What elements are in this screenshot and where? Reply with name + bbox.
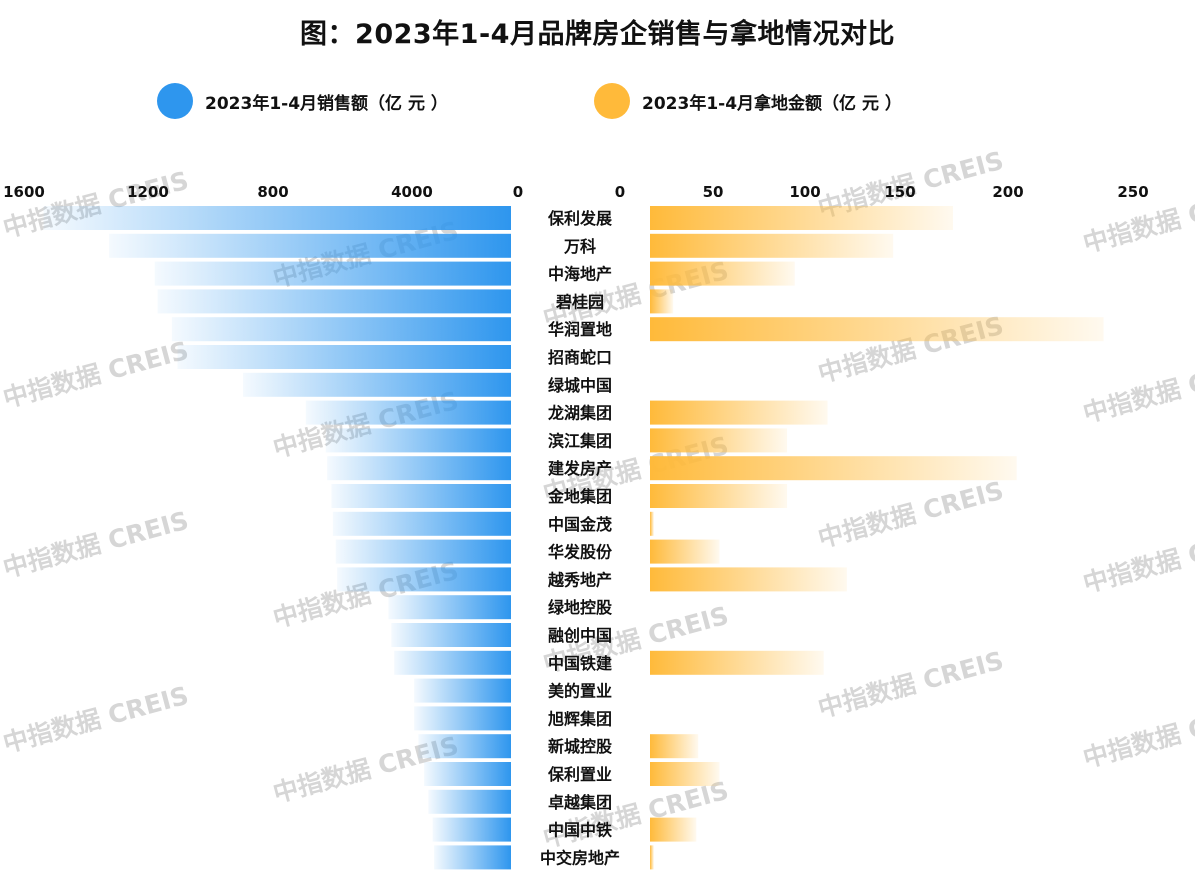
left-axis-tick-label: 4000 bbox=[391, 183, 433, 201]
category-label: 建发房产 bbox=[548, 459, 612, 478]
category-label: 中国铁建 bbox=[548, 654, 612, 673]
land-bar bbox=[650, 511, 654, 536]
sales-bar bbox=[305, 400, 511, 425]
sales-bar bbox=[109, 233, 512, 258]
sales-bar bbox=[391, 623, 511, 647]
sales-bar bbox=[177, 345, 512, 369]
category-label: 碧桂园 bbox=[555, 292, 604, 311]
land-bar bbox=[650, 650, 824, 675]
sales-bar bbox=[434, 845, 511, 870]
legend-label-land: 2023年1-4月拿地金额（亿 元 ） bbox=[642, 93, 902, 114]
sales-bar bbox=[332, 511, 511, 536]
sales-bar bbox=[418, 734, 511, 759]
category-label: 绿地控股 bbox=[548, 598, 613, 617]
land-bar bbox=[650, 845, 654, 870]
category-label: 融创中国 bbox=[548, 626, 612, 645]
category-label: 保利发展 bbox=[547, 209, 613, 228]
sales-bar bbox=[243, 372, 511, 397]
category-label: 金地集团 bbox=[547, 487, 612, 506]
category-label: 旭辉集团 bbox=[547, 709, 612, 728]
legend-swatch-land bbox=[594, 83, 630, 119]
land-bar bbox=[650, 428, 788, 453]
sales-bar bbox=[388, 595, 511, 620]
sales-bar bbox=[331, 484, 511, 508]
category-label: 招商蛇口 bbox=[548, 348, 612, 367]
sales-bar bbox=[43, 206, 511, 230]
category-label: 新城控股 bbox=[548, 737, 613, 756]
category-label: 中国中铁 bbox=[548, 821, 612, 840]
sales-bar bbox=[327, 456, 511, 481]
land-bar bbox=[650, 261, 795, 286]
sales-bar bbox=[414, 678, 511, 703]
land-bar bbox=[650, 762, 720, 786]
sales-bar bbox=[424, 762, 511, 786]
land-bar bbox=[650, 734, 699, 759]
legend-item-land: 2023年1-4月拿地金额（亿 元 ） bbox=[594, 83, 902, 119]
category-label: 中海地产 bbox=[548, 265, 612, 284]
land-bar bbox=[650, 400, 828, 425]
legend-label-sales: 2023年1-4月销售额（亿 元 ） bbox=[205, 93, 448, 114]
right-axis-tick-label: 100 bbox=[789, 183, 820, 201]
left-axis-tick-label: 800 bbox=[257, 183, 288, 201]
sales-bar bbox=[394, 650, 511, 675]
land-bar bbox=[650, 233, 894, 258]
right-axis-tick-label: 200 bbox=[992, 183, 1023, 201]
sales-bar bbox=[335, 539, 511, 564]
right-axis-tick-label: 150 bbox=[884, 183, 915, 201]
sales-bar bbox=[325, 428, 511, 453]
category-label: 华发股份 bbox=[548, 543, 613, 562]
category-label: 绿城中国 bbox=[548, 376, 612, 395]
legend-item-sales: 2023年1-4月销售额（亿 元 ） bbox=[157, 83, 448, 119]
land-bar bbox=[650, 206, 954, 230]
category-label: 越秀地产 bbox=[547, 570, 612, 589]
chart-title: 图：2023年1-4月品牌房企销售与拿地情况对比 bbox=[300, 19, 895, 50]
sales-bar bbox=[428, 789, 511, 814]
left-axis-tick-label: 1200 bbox=[127, 183, 169, 201]
land-bar bbox=[650, 456, 1017, 481]
sales-bar bbox=[157, 289, 511, 314]
sales-bar bbox=[171, 317, 511, 342]
right-axis-tick-label: 0 bbox=[615, 183, 625, 201]
sales-bar bbox=[432, 817, 511, 842]
land-bar bbox=[650, 567, 847, 592]
category-label: 万科 bbox=[563, 237, 596, 256]
land-bar bbox=[650, 817, 697, 842]
land-bar bbox=[650, 484, 788, 508]
left-axis-tick-label: 0 bbox=[513, 183, 523, 201]
sales-bar bbox=[414, 706, 511, 731]
category-label: 龙湖集团 bbox=[547, 404, 612, 423]
category-label: 保利置业 bbox=[547, 765, 612, 784]
right-axis-tick-label: 250 bbox=[1117, 183, 1148, 201]
category-label: 华润置地 bbox=[548, 320, 612, 339]
land-bar bbox=[650, 289, 674, 314]
category-label: 中国金茂 bbox=[548, 515, 612, 534]
left-axis-tick-label: 1600 bbox=[3, 183, 45, 201]
sales-bar bbox=[154, 261, 511, 286]
category-label: 美的置业 bbox=[548, 682, 612, 701]
right-axis-tick-label: 50 bbox=[703, 183, 724, 201]
land-bar bbox=[650, 539, 720, 564]
category-label: 卓越集团 bbox=[548, 793, 612, 812]
sales-bar bbox=[337, 567, 511, 592]
land-bar bbox=[650, 317, 1104, 342]
category-label: 滨江集团 bbox=[548, 431, 612, 450]
category-label: 中交房地产 bbox=[540, 848, 620, 867]
legend-swatch-sales bbox=[157, 83, 193, 119]
